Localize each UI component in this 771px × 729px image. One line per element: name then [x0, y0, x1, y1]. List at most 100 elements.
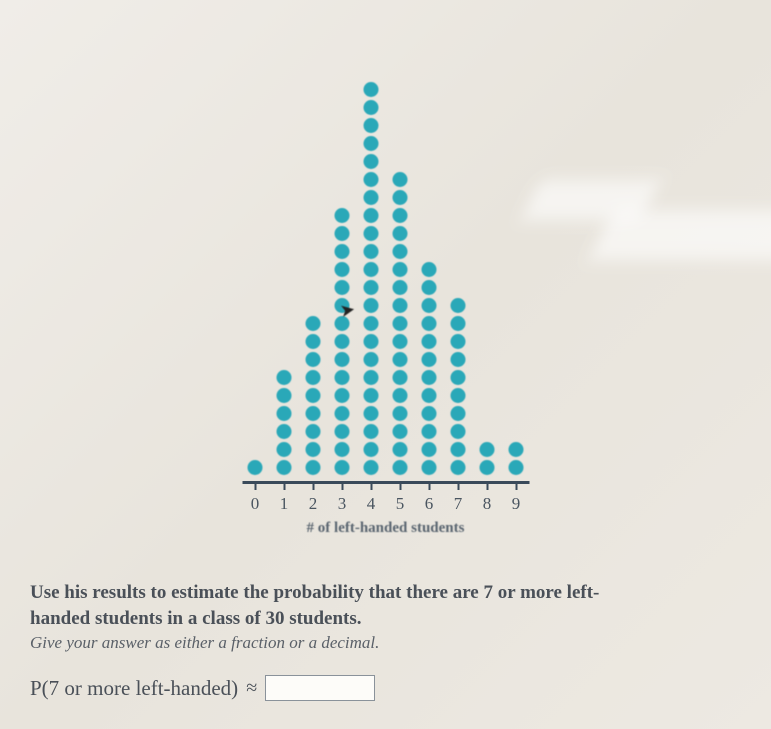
tick-label: 9 — [512, 494, 521, 514]
dot-icon — [335, 460, 350, 475]
dot-icon — [364, 100, 379, 115]
dot-column — [391, 172, 409, 475]
dot-icon — [306, 424, 321, 439]
dot-icon — [480, 442, 495, 457]
dot-icon — [422, 406, 437, 421]
dot-icon — [422, 370, 437, 385]
dot-icon — [364, 334, 379, 349]
dot-icon — [335, 442, 350, 457]
dot-icon — [248, 460, 263, 475]
dot-icon — [451, 334, 466, 349]
dot-plot: 0123456789 # of left-handed students — [242, 15, 529, 537]
x-tick: 9 — [507, 484, 525, 514]
dot-icon — [509, 460, 524, 475]
dot-icon — [451, 370, 466, 385]
dot-icon — [422, 424, 437, 439]
tick-mark — [399, 482, 401, 490]
dot-icon — [335, 334, 350, 349]
dot-icon — [364, 208, 379, 223]
question-line-1: Use his results to estimate the probabil… — [30, 582, 599, 603]
x-axis: 0123456789 — [242, 481, 529, 514]
tick-mark — [312, 482, 314, 490]
dot-icon — [451, 388, 466, 403]
tick-label: 4 — [367, 494, 376, 514]
dot-icon — [422, 352, 437, 367]
dot-column — [449, 298, 467, 475]
dot-icon — [277, 442, 292, 457]
dot-icon — [393, 370, 408, 385]
dot-icon — [393, 244, 408, 259]
dot-column — [304, 316, 322, 475]
dot-icon — [393, 262, 408, 277]
dot-icon — [393, 406, 408, 421]
dot-column — [333, 208, 351, 475]
x-tick: 7 — [449, 484, 467, 514]
dot-icon — [364, 244, 379, 259]
dot-icon — [364, 136, 379, 151]
answer-row: P(7 or more left-handed) ≈ — [30, 675, 731, 701]
dot-icon — [393, 190, 408, 205]
dot-icon — [393, 334, 408, 349]
dot-column — [507, 442, 525, 475]
answer-label: P(7 or more left-handed) — [30, 676, 238, 701]
dot-icon — [364, 388, 379, 403]
dot-icon — [364, 82, 379, 97]
dot-icon — [364, 370, 379, 385]
tick-mark — [254, 482, 256, 490]
dot-column — [420, 262, 438, 475]
dot-icon — [335, 244, 350, 259]
answer-input[interactable] — [265, 675, 375, 701]
dot-icon — [364, 316, 379, 331]
dot-icon — [335, 406, 350, 421]
dot-icon — [364, 424, 379, 439]
dot-icon — [306, 334, 321, 349]
tick-mark — [486, 482, 488, 490]
question-hint: Give your answer as either a fraction or… — [30, 633, 731, 653]
dot-icon — [364, 460, 379, 475]
dot-icon — [480, 460, 495, 475]
dot-icon — [364, 118, 379, 133]
dot-icon — [451, 460, 466, 475]
question-text: Use his results to estimate the probabil… — [30, 580, 731, 631]
dot-icon — [422, 262, 437, 277]
dot-icon — [451, 424, 466, 439]
tick-label: 0 — [251, 494, 260, 514]
dot-icon — [451, 316, 466, 331]
dot-icon — [277, 460, 292, 475]
dot-icon — [393, 298, 408, 313]
dot-icon — [393, 388, 408, 403]
dot-icon — [335, 388, 350, 403]
tick-label: 8 — [483, 494, 492, 514]
dot-icon — [393, 208, 408, 223]
tick-label: 5 — [396, 494, 405, 514]
dot-icon — [335, 262, 350, 277]
dot-icon — [393, 316, 408, 331]
dot-icon — [277, 406, 292, 421]
dot-column — [275, 370, 293, 475]
x-tick: 2 — [304, 484, 322, 514]
dot-icon — [364, 172, 379, 187]
dot-icon — [451, 298, 466, 313]
dot-icon — [422, 442, 437, 457]
dot-icon — [306, 388, 321, 403]
dot-icon — [364, 406, 379, 421]
dot-icon — [335, 370, 350, 385]
dot-icon — [393, 424, 408, 439]
x-tick: 5 — [391, 484, 409, 514]
dot-icon — [306, 316, 321, 331]
dot-icon — [364, 352, 379, 367]
dot-icon — [364, 226, 379, 241]
dot-icon — [335, 424, 350, 439]
dot-icon — [335, 208, 350, 223]
dot-icon — [422, 388, 437, 403]
x-tick: 8 — [478, 484, 496, 514]
dot-icon — [364, 280, 379, 295]
dot-icon — [306, 406, 321, 421]
x-axis-ticks: 0123456789 — [242, 484, 529, 514]
x-tick: 4 — [362, 484, 380, 514]
dot-icon — [451, 352, 466, 367]
tick-mark — [341, 482, 343, 490]
dot-icon — [422, 280, 437, 295]
screen-glare — [522, 180, 661, 220]
tick-mark — [283, 482, 285, 490]
